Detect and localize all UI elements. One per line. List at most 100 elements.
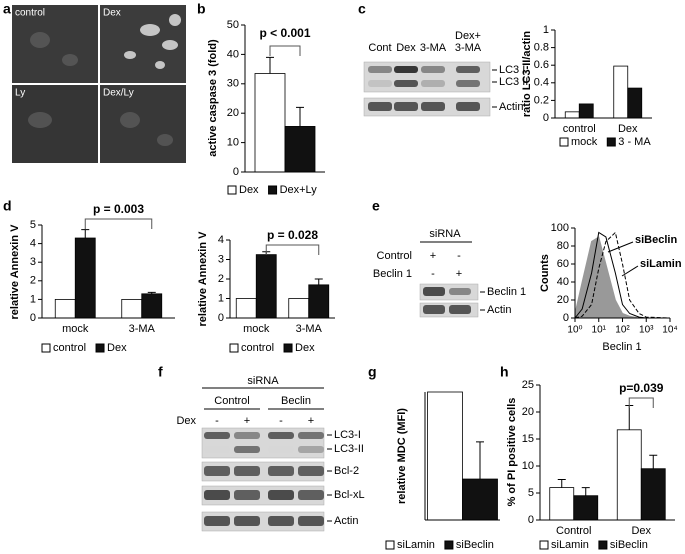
bar (616, 429, 642, 521)
legend-label: Dex (107, 342, 127, 354)
band-label: LC3-I (334, 429, 361, 441)
sign: + (456, 268, 462, 280)
legend-swatch (559, 137, 569, 147)
x-tick-label: mock (243, 323, 270, 335)
row-label: Control (377, 250, 412, 262)
legend-swatch (41, 343, 51, 353)
x-tick-label: 10⁰ (567, 325, 582, 336)
bright-spots (124, 14, 181, 69)
treatment-label: Dex (176, 415, 196, 427)
error-bar (625, 405, 634, 430)
legend-swatch (95, 343, 105, 353)
sign: - (457, 250, 461, 262)
bar (578, 103, 594, 119)
y-tick-label: 20 (557, 294, 569, 306)
blot-band (204, 432, 230, 439)
error-bar (581, 487, 590, 496)
blot-band (423, 287, 445, 296)
blot-band (268, 466, 294, 476)
significance-bracket (628, 397, 654, 408)
band-label: LC3-II (334, 443, 364, 455)
micrograph-label: Dex/Ly (103, 88, 134, 99)
blot-band (234, 466, 260, 476)
blot-band (298, 516, 324, 526)
y-tick-label: 30 (227, 78, 239, 90)
panel-label: e (372, 198, 380, 214)
blot-band (423, 305, 445, 314)
panel-label: f (158, 364, 163, 380)
y-tick-label: 2 (218, 273, 224, 285)
error-bar (266, 56, 274, 74)
legend-label: siBeclin (456, 539, 494, 551)
blot-band (449, 305, 471, 314)
blot-band (204, 466, 230, 476)
x-tick-label: mock (62, 323, 89, 335)
blot-band (368, 102, 392, 111)
y-axis-label: relative MDC (MFI) (396, 408, 408, 504)
blot-band (298, 466, 324, 476)
band-label: Bcl-xL (334, 489, 365, 501)
band-label: Actin (487, 304, 511, 316)
y-tick-label: 0 (543, 112, 549, 124)
blot-band (204, 516, 230, 526)
blot-header: siRNA (429, 228, 461, 240)
legend-swatch (606, 137, 616, 147)
legend-label: control (53, 342, 86, 354)
bar (564, 111, 580, 119)
y-tick-label: 10 (227, 137, 239, 149)
sign: - (431, 268, 435, 280)
series-label: siLamin (640, 258, 682, 270)
x-tick-label: 10⁴ (662, 325, 677, 336)
bar (255, 254, 277, 319)
lane-label: Dex+ 3-MA (455, 30, 482, 54)
blot-band (456, 80, 480, 87)
x-tick-label: 10¹ (592, 325, 607, 336)
y-tick-label: 5 (30, 219, 36, 231)
y-tick-label: 4 (30, 238, 36, 250)
micrograph-label: control (15, 8, 45, 19)
lane-label: Dex (396, 42, 416, 54)
y-tick-label: 0.2 (534, 94, 549, 106)
blot-band (234, 516, 260, 526)
bar (462, 478, 498, 521)
y-tick-label: 0.6 (534, 59, 549, 71)
y-axis-label: Counts (539, 254, 551, 292)
blot-band (394, 80, 418, 87)
bar (549, 487, 575, 521)
sign: + (244, 415, 250, 427)
blot-band (394, 66, 418, 73)
y-tick-label: 2 (30, 275, 36, 287)
blot-band (268, 516, 294, 526)
x-tick-label: Dex (618, 123, 638, 135)
bar (284, 126, 316, 173)
lane-label: Cont (368, 42, 391, 54)
legend-label: Dex (295, 342, 315, 354)
bar (254, 73, 286, 173)
y-tick-label: 0 (30, 312, 36, 324)
y-axis-label: % of PI positive cells (506, 398, 518, 507)
blot-band (268, 432, 294, 439)
y-tick-label: 3 (218, 253, 224, 265)
p-value: p = 0.028 (267, 228, 318, 242)
sign: - (279, 415, 283, 427)
histogram-line (574, 231, 671, 319)
y-tick-label: 1 (543, 24, 549, 36)
bar (627, 87, 643, 119)
blot-band (368, 80, 392, 87)
y-tick-label: 5 (528, 487, 534, 499)
panel-label: a (3, 1, 11, 17)
y-tick-label: 0 (218, 312, 224, 324)
blot-band (456, 66, 480, 73)
x-tick-label: control (563, 123, 596, 135)
blot-band (298, 446, 324, 453)
y-axis-label: relative Annexin V (9, 224, 21, 320)
blot-band (421, 102, 445, 111)
legend-swatch (283, 343, 293, 353)
y-tick-label: 0 (528, 514, 534, 526)
blot-band (394, 102, 418, 111)
sign: + (308, 415, 314, 427)
bar (121, 298, 143, 319)
blot-band (234, 432, 260, 439)
y-axis-label: relative Annexin V (197, 231, 209, 327)
